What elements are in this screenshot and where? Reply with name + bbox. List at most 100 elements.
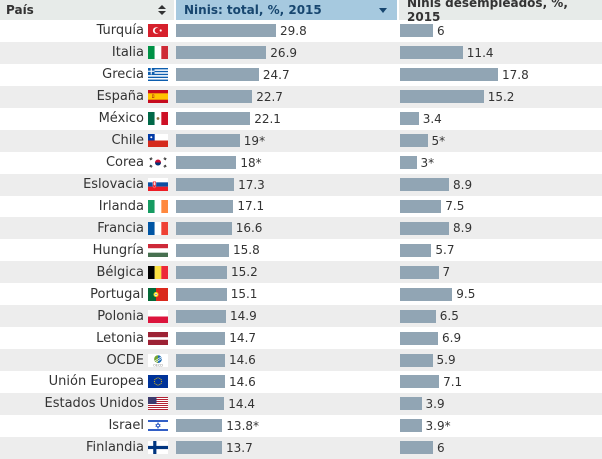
total-bar-cell: 16.6: [168, 221, 397, 235]
unemployed-value: 3.9: [425, 396, 445, 411]
unemployed-bar: [400, 178, 449, 192]
table-row[interactable]: Chile 19* 5*: [0, 129, 602, 152]
country-label: España: [96, 89, 144, 105]
country-label: Irlanda: [98, 198, 144, 214]
total-column-header[interactable]: Ninis: total, %, 2015: [176, 0, 397, 20]
total-bar-cell: 15.2: [168, 265, 397, 279]
total-value: 16.6: [235, 221, 263, 236]
dropdown-arrow-icon[interactable]: [379, 7, 387, 13]
header-divider: [174, 0, 176, 20]
country-label: México: [98, 111, 144, 127]
total-bar-cell: 17.3: [168, 178, 397, 192]
table-row[interactable]: Estados Unidos 14.4 3.9: [0, 392, 602, 415]
table-row[interactable]: Eslovacia 17.3 8.9: [0, 173, 602, 196]
flag-fi-icon: [148, 441, 168, 455]
table-row[interactable]: Turquía 29.8 6: [0, 20, 602, 42]
unemployed-bar: [400, 353, 433, 367]
unemployed-bar-cell: 6.9: [397, 331, 602, 345]
country-column-header[interactable]: País: [0, 0, 174, 20]
unemployed-bar: [400, 90, 484, 104]
unemployed-bar: [400, 134, 428, 148]
unemployed-bar-cell: 17.8: [397, 68, 602, 82]
total-bar-cell: 22.1: [168, 112, 397, 126]
table-row[interactable]: Finlandia 13.7 6: [0, 436, 602, 459]
unemployed-value: 3*: [420, 155, 435, 170]
total-bar: [176, 134, 240, 148]
unemployed-bar-cell: 3.4: [397, 112, 602, 126]
table-row[interactable]: Unión Europea 14.6 7.1: [0, 371, 602, 393]
total-bar: [176, 46, 267, 60]
table-row[interactable]: Letonia 14.7 6.9: [0, 327, 602, 350]
table-row[interactable]: Grecia 24.7 17.8: [0, 63, 602, 86]
unemployed-value: 3.9*: [425, 418, 451, 433]
table-row[interactable]: Corea 18* 3*: [0, 151, 602, 174]
country-label: Portugal: [90, 286, 144, 302]
unemployed-value: 6: [437, 23, 445, 38]
total-bar: [176, 265, 227, 279]
unemployed-bar: [400, 265, 439, 279]
country-header-label: País: [6, 3, 34, 17]
unemployed-bar: [400, 419, 422, 433]
unemployed-bar-cell: 3.9: [397, 397, 602, 411]
flag-il-icon: [148, 419, 168, 433]
unemployed-bar: [400, 199, 442, 213]
table-row[interactable]: Polonia 14.9 6.5: [0, 305, 602, 328]
flag-sk-icon: [148, 178, 168, 192]
country-label: Finlandia: [85, 440, 144, 456]
flag-eu-icon: [148, 375, 168, 389]
flag-pl-icon: [148, 309, 168, 323]
country-label: Bélgica: [96, 264, 144, 280]
unemployed-bar-cell: 7: [397, 265, 602, 279]
flag-kr-icon: [148, 156, 168, 170]
total-header-label: Ninis: total, %, 2015: [184, 3, 322, 17]
country-label: Turquía: [96, 23, 144, 39]
total-bar: [176, 441, 222, 455]
unemployed-bar: [400, 46, 463, 60]
country-label: Eslovacia: [83, 177, 144, 193]
country-label: Francia: [97, 220, 144, 236]
unemployed-bar-cell: 5.7: [397, 243, 602, 257]
country-label: Unión Europea: [48, 374, 144, 390]
unemployed-bar: [400, 375, 440, 389]
unemployed-bar-cell: 5.9: [397, 353, 602, 367]
flag-it-icon: [148, 46, 168, 60]
unemployed-column-header[interactable]: Ninis desempleados, %, 2015: [399, 0, 602, 24]
total-bar: [176, 221, 232, 235]
unemployed-value: 7.5: [445, 199, 465, 214]
table-row[interactable]: Bélgica 15.2 7: [0, 261, 602, 284]
total-bar-cell: 26.9: [168, 46, 397, 60]
unemployed-bar: [400, 68, 498, 82]
table-body: Turquía 29.8 6 Italia 26.9 11.4 Grecia 2…: [0, 20, 602, 459]
unemployed-bar-cell: 8.9: [397, 178, 602, 192]
total-bar: [176, 178, 235, 192]
table-row[interactable]: España 22.7 15.2: [0, 85, 602, 108]
unemployed-bar-cell: 15.2: [397, 90, 602, 104]
table-row[interactable]: Francia 16.6 8.9: [0, 217, 602, 240]
flag-ie-icon: [148, 199, 168, 213]
unemployed-value: 8.9: [453, 177, 473, 192]
table-row[interactable]: Israel 13.8* 3.9*: [0, 414, 602, 437]
table-row[interactable]: Hungría 15.8 5.7: [0, 239, 602, 262]
total-value: 19*: [243, 133, 266, 148]
total-bar-cell: 29.8: [168, 24, 397, 38]
flag-lv-icon: [148, 331, 168, 345]
table-row[interactable]: México 22.1 3.4: [0, 107, 602, 130]
sort-arrows-icon[interactable]: [158, 5, 166, 15]
table-row[interactable]: OCDE OECD 14.6 5.9: [0, 349, 602, 371]
table-row[interactable]: Irlanda 17.1 7.5: [0, 195, 602, 218]
country-label: Estados Unidos: [44, 396, 144, 412]
flag-es-icon: [148, 90, 168, 104]
total-bar: [176, 24, 276, 38]
total-bar-cell: 14.9: [168, 309, 397, 323]
flag-cl-icon: [148, 134, 168, 148]
flag-fr-icon: [148, 221, 168, 235]
table-row[interactable]: Italia 26.9 11.4: [0, 41, 602, 64]
total-bar: [176, 419, 223, 433]
total-bar: [176, 331, 226, 345]
unemployed-bar-cell: 3.9*: [397, 419, 602, 433]
table-row[interactable]: Portugal 15.1 9.5: [0, 283, 602, 306]
table-header-row: País Ninis: total, %, 2015 Ninis desempl…: [0, 0, 602, 24]
unemployed-bar-cell: 6: [397, 441, 602, 455]
unemployed-bar: [400, 221, 449, 235]
flag-us-icon: [148, 397, 168, 411]
